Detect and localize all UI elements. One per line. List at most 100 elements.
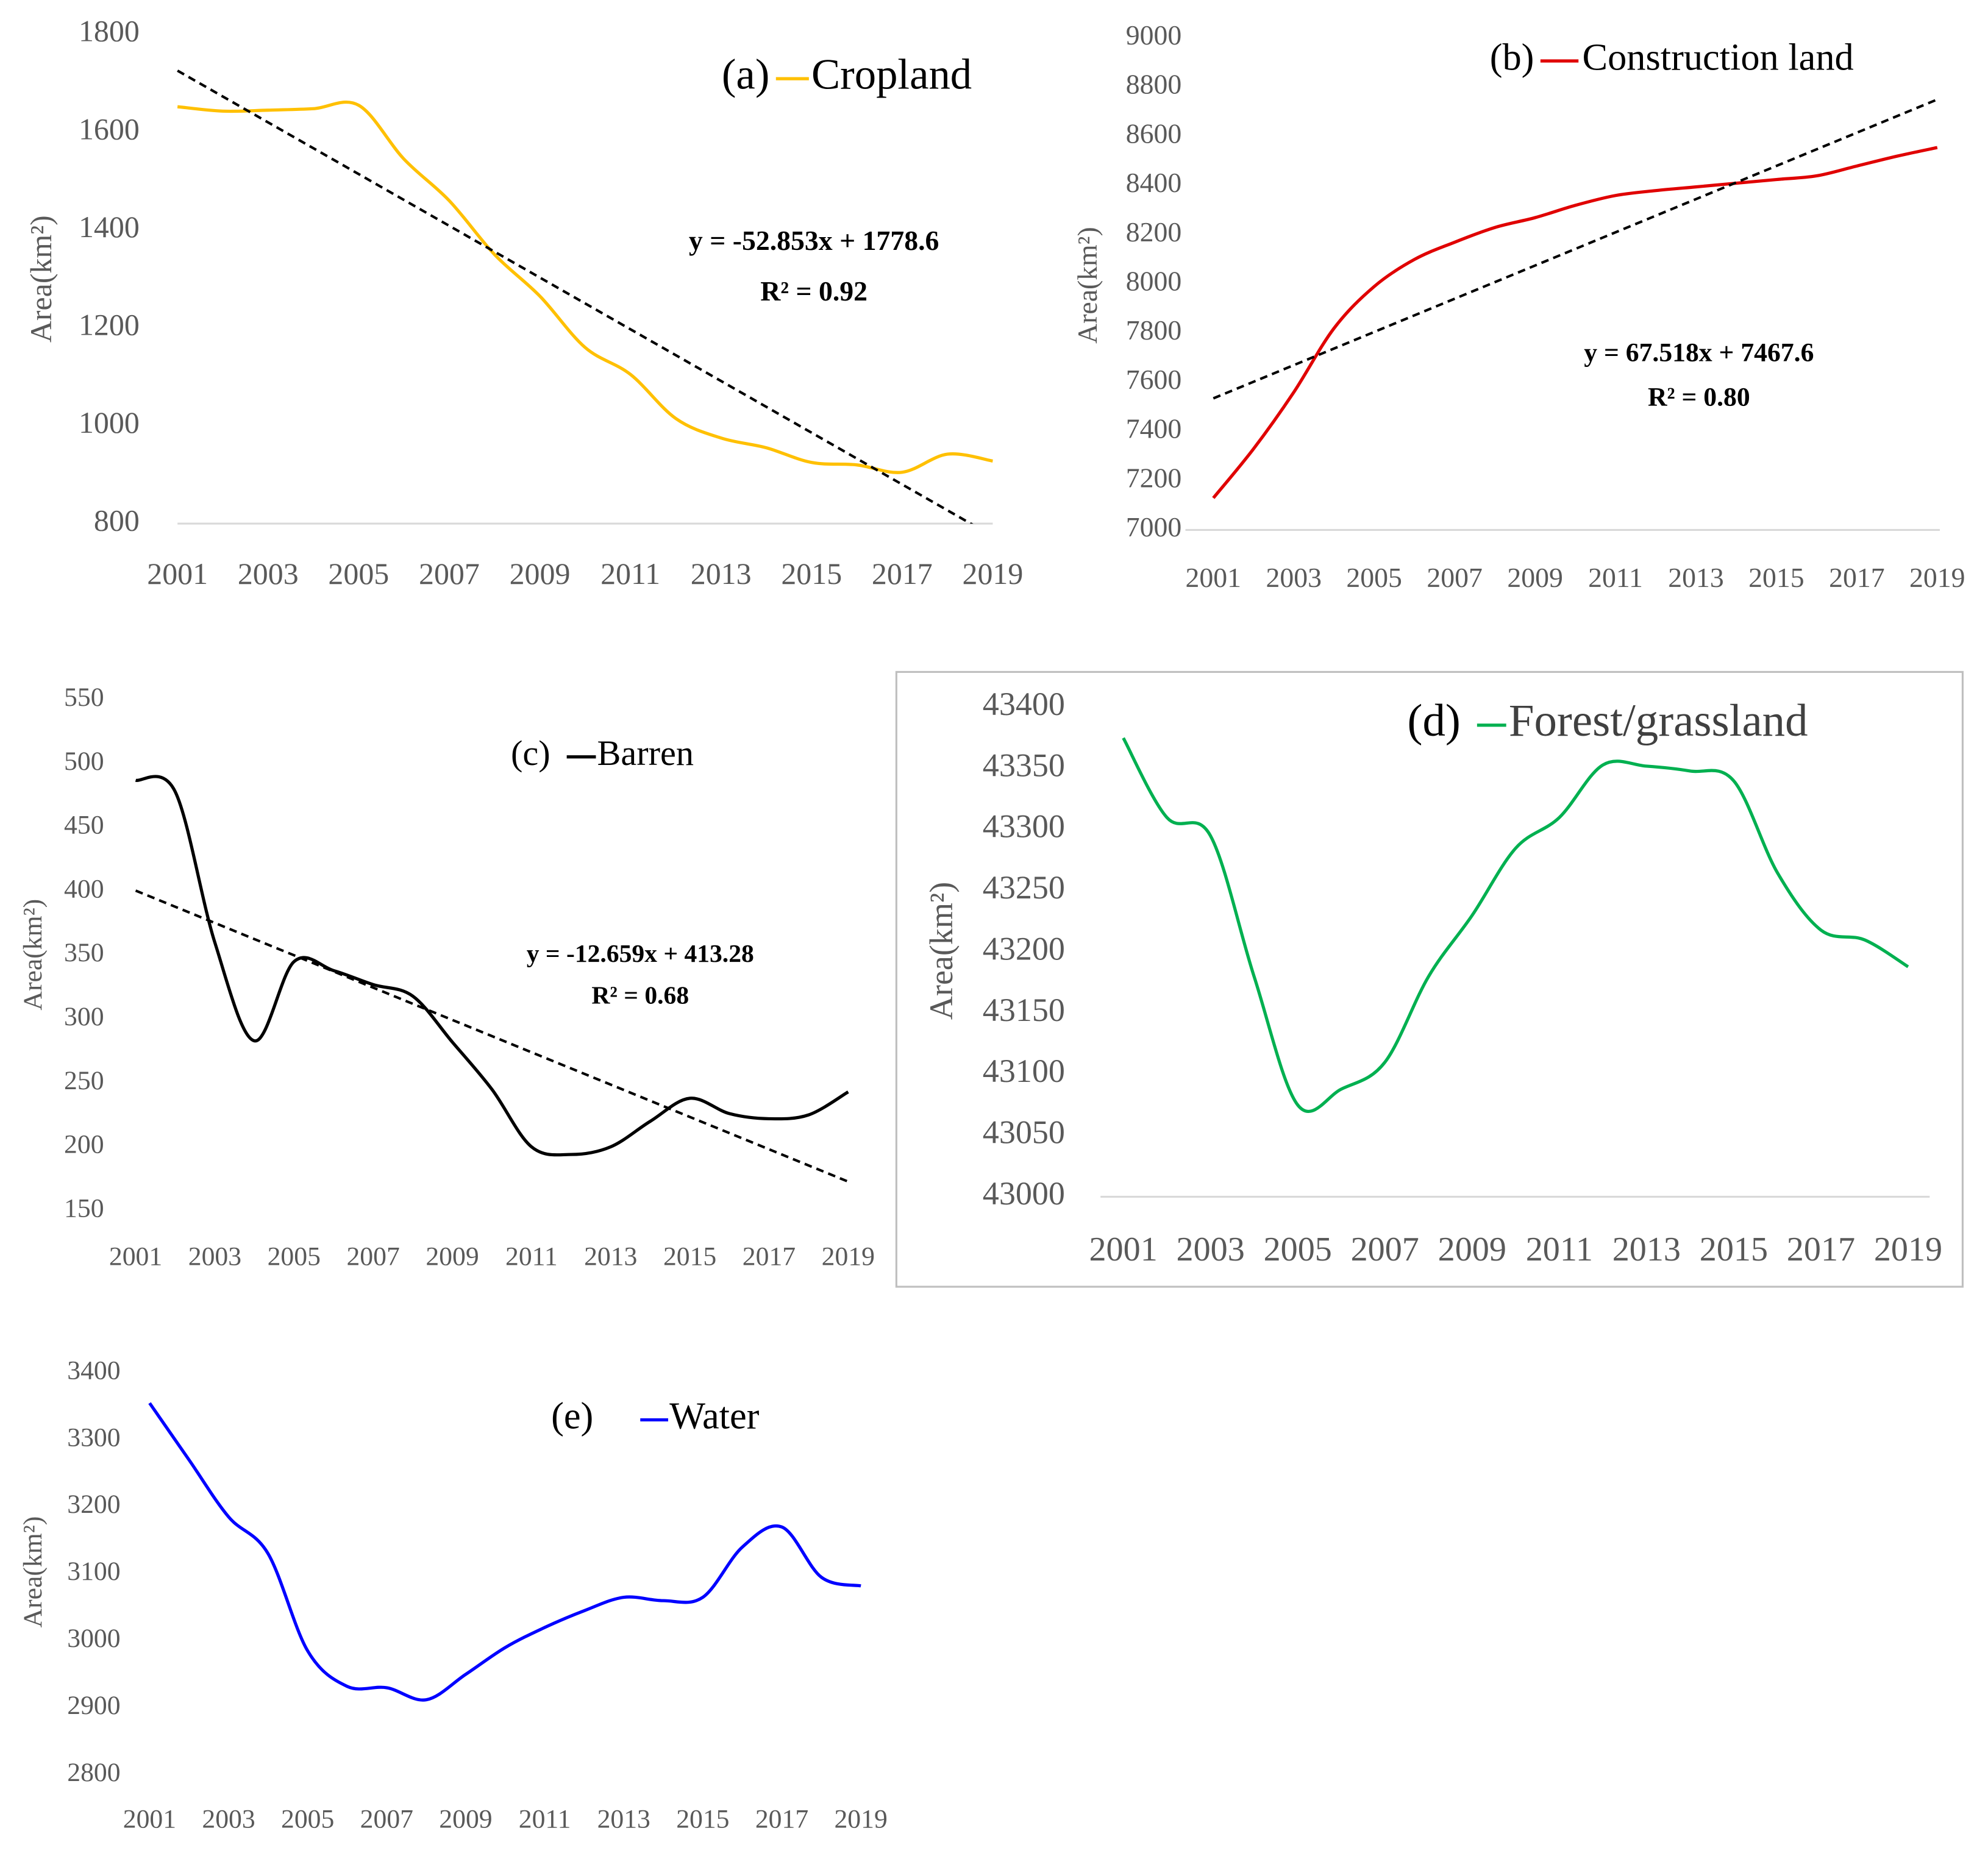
y-tick-label: 3000 bbox=[67, 1624, 120, 1653]
data-line bbox=[177, 100, 993, 474]
y-tick-label: 43150 bbox=[983, 992, 1065, 1028]
x-tick-label: 2015 bbox=[663, 1242, 716, 1271]
x-tick-label: 2003 bbox=[202, 1805, 255, 1834]
y-tick-label: 8600 bbox=[1126, 118, 1182, 149]
x-tick-label: 2005 bbox=[1264, 1231, 1332, 1268]
x-tick-label: 2001 bbox=[1186, 562, 1242, 593]
x-tick-label: 2001 bbox=[123, 1805, 176, 1834]
y-tick-label: 43250 bbox=[983, 869, 1065, 906]
x-tick-label: 2009 bbox=[426, 1242, 479, 1271]
x-tick-label: 2001 bbox=[147, 557, 208, 591]
x-tick-label: 2007 bbox=[1351, 1231, 1419, 1268]
x-tick-label: 2005 bbox=[328, 557, 389, 591]
panel-title: (a) bbox=[722, 51, 769, 98]
x-tick-label: 2009 bbox=[439, 1805, 492, 1834]
panel: 2800 2900 3000 3100 3200 3300 3400 2001 2003 2005… bbox=[18, 1356, 888, 1833]
y-axis-label: Area(km²) bbox=[18, 1516, 48, 1628]
y-tick-label: 500 bbox=[64, 747, 104, 776]
y-tick-label: 2900 bbox=[67, 1691, 120, 1720]
y-tick-label: 43100 bbox=[983, 1053, 1065, 1089]
trend-r-squared: R² = 0.80 bbox=[1648, 382, 1750, 411]
trend-line bbox=[135, 889, 849, 1183]
x-tick-label: 2013 bbox=[691, 557, 752, 591]
x-tick-label: 2011 bbox=[505, 1242, 558, 1271]
x-tick-label: 2003 bbox=[1266, 562, 1322, 593]
y-tick-label: 150 bbox=[64, 1193, 104, 1223]
x-tick-label: 2019 bbox=[963, 557, 1024, 591]
y-tick-label: 7200 bbox=[1126, 462, 1182, 493]
x-tick-label: 2019 bbox=[822, 1242, 875, 1271]
trend-equation: y = 67.518x + 7467.6 bbox=[1584, 338, 1814, 367]
trend-line bbox=[177, 69, 974, 524]
x-tick-label: 2015 bbox=[1748, 562, 1805, 593]
trend-r-squared: R² = 0.68 bbox=[591, 981, 689, 1009]
x-tick-label: 2011 bbox=[1526, 1231, 1593, 1268]
y-axis-label: Area(km²) bbox=[1072, 227, 1103, 344]
legend-label: Water bbox=[669, 1395, 760, 1437]
y-tick-label: 2800 bbox=[67, 1758, 120, 1787]
panel: 43000 43050 43100 43150 43200 43250 43300 43350… bbox=[895, 670, 1964, 1288]
y-tick-label: 7600 bbox=[1126, 364, 1182, 395]
x-tick-label: 2009 bbox=[510, 557, 571, 591]
x-tick-label: 2011 bbox=[519, 1805, 571, 1834]
y-tick-label: 1400 bbox=[79, 210, 140, 244]
panel-title: (e) bbox=[551, 1395, 593, 1437]
panel: 800 1000 1200 1400 1600 1800 2001 2003 2005 2007 2… bbox=[24, 15, 1023, 591]
y-tick-label: 43300 bbox=[983, 808, 1065, 845]
x-tick-label: 2019 bbox=[1909, 562, 1965, 593]
legend-label: Forest/grassland bbox=[1509, 695, 1808, 746]
y-tick-label: 7400 bbox=[1126, 413, 1182, 444]
y-tick-label: 550 bbox=[64, 683, 104, 712]
x-tick-label: 2003 bbox=[238, 557, 299, 591]
y-tick-label: 1200 bbox=[79, 308, 140, 341]
y-tick-label: 1600 bbox=[79, 112, 140, 146]
x-tick-label: 2005 bbox=[1346, 562, 1402, 593]
y-tick-label: 7800 bbox=[1126, 315, 1182, 346]
data-line bbox=[1212, 146, 1938, 499]
y-axis-label: Area(km²) bbox=[923, 882, 960, 1020]
y-tick-label: 8200 bbox=[1126, 216, 1182, 247]
y-tick-label: 200 bbox=[64, 1130, 104, 1159]
y-tick-label: 250 bbox=[64, 1066, 104, 1095]
x-tick-label: 2013 bbox=[1612, 1231, 1681, 1268]
x-tick-label: 2017 bbox=[872, 557, 933, 591]
x-tick-label: 2019 bbox=[834, 1805, 887, 1834]
x-tick-label: 2003 bbox=[1177, 1231, 1245, 1268]
y-tick-label: 450 bbox=[64, 811, 104, 840]
y-tick-label: 8400 bbox=[1126, 167, 1182, 198]
x-tick-label: 2017 bbox=[1829, 562, 1885, 593]
y-tick-label: 43000 bbox=[983, 1175, 1065, 1212]
y-tick-label: 8000 bbox=[1126, 266, 1182, 297]
x-tick-label: 2011 bbox=[600, 557, 660, 591]
x-tick-label: 2019 bbox=[1874, 1231, 1942, 1268]
y-tick-label: 1000 bbox=[79, 406, 140, 439]
y-tick-label: 3300 bbox=[67, 1423, 120, 1452]
panel: 150 200 250 300 350 400 450 500 550 2001 2003 2005 2… bbox=[18, 683, 875, 1271]
panel-title: (b) bbox=[1490, 36, 1534, 78]
y-tick-label: 8800 bbox=[1126, 69, 1182, 100]
data-line bbox=[1122, 737, 1909, 1113]
y-tick-label: 400 bbox=[64, 874, 104, 903]
x-tick-label: 2009 bbox=[1438, 1231, 1506, 1268]
y-tick-label: 9000 bbox=[1126, 20, 1182, 51]
y-tick-label: 3200 bbox=[67, 1490, 120, 1519]
x-tick-label: 2017 bbox=[743, 1242, 796, 1271]
x-tick-label: 2011 bbox=[1588, 562, 1643, 593]
x-tick-label: 2015 bbox=[781, 557, 842, 591]
y-tick-label: 350 bbox=[64, 938, 104, 967]
x-tick-label: 2013 bbox=[1668, 562, 1724, 593]
x-tick-label: 2005 bbox=[268, 1242, 321, 1271]
legend-label: Construction land bbox=[1582, 36, 1853, 78]
y-tick-label: 3100 bbox=[67, 1557, 120, 1586]
x-tick-label: 2007 bbox=[360, 1805, 413, 1834]
y-tick-label: 43350 bbox=[983, 747, 1065, 783]
legend-label: Cropland bbox=[811, 51, 972, 98]
y-tick-label: 1800 bbox=[79, 15, 140, 48]
x-tick-label: 2009 bbox=[1507, 562, 1563, 593]
x-tick-label: 2001 bbox=[1089, 1231, 1157, 1268]
x-tick-label: 2007 bbox=[419, 557, 480, 591]
x-tick-label: 2001 bbox=[109, 1242, 162, 1271]
y-tick-label: 43400 bbox=[983, 686, 1065, 722]
